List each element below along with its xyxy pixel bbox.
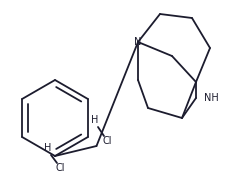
Text: N: N xyxy=(134,37,142,47)
Text: Cl: Cl xyxy=(102,136,112,146)
Text: H: H xyxy=(44,143,52,153)
Text: NH: NH xyxy=(204,93,219,103)
Text: H: H xyxy=(91,115,99,125)
Text: Cl: Cl xyxy=(55,163,65,173)
